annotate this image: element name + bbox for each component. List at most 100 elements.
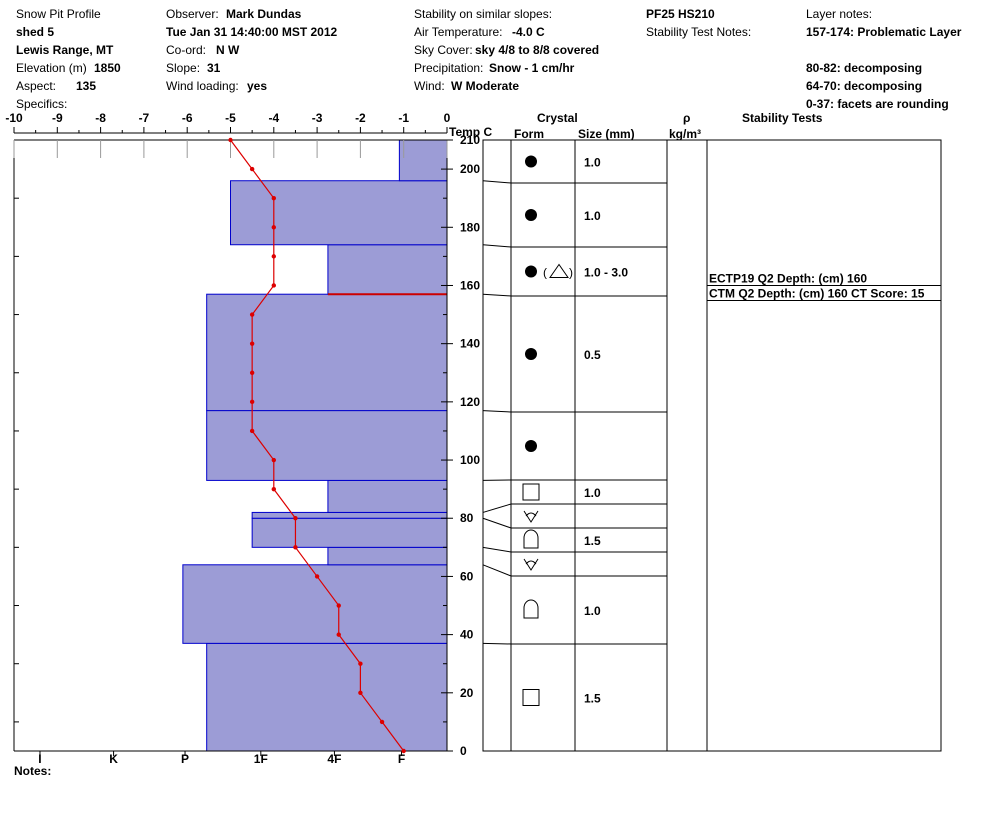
layer-boundary-line [482, 410, 667, 413]
layer-boundary-line [482, 503, 667, 513]
temperature-point [358, 661, 363, 666]
layer-boundary-line [482, 293, 667, 297]
pf-hs: PF25 HS210 [646, 7, 715, 21]
sky-value: sky 4/8 to 8/8 covered [475, 43, 600, 57]
hardness-bar [182, 564, 448, 644]
temp-column-header: Temp C [449, 125, 493, 139]
hardness-tick-label: F [398, 752, 405, 766]
temperature-point [336, 603, 341, 608]
temperature-point [293, 516, 298, 521]
temp-tick-label: -7 [139, 111, 150, 125]
temperature-point [249, 312, 255, 317]
temp-tick-label: -8 [95, 111, 106, 125]
faceted-crystal-icon [522, 483, 540, 501]
hardness-bar [327, 244, 448, 295]
grain-size-label: 1.0 [584, 156, 601, 170]
hardness-bar [206, 293, 448, 412]
layer-boundary-line [482, 546, 667, 553]
temperature-point [293, 545, 298, 550]
elevation-value: 1850 [94, 61, 121, 75]
stability-notes-label: Stability Test Notes: [646, 25, 752, 39]
hardness-tick-label: P [181, 752, 189, 766]
wind-loading-value: yes [247, 79, 268, 93]
height-tick-label: 100 [460, 453, 480, 467]
temperature-point [358, 690, 363, 696]
air-temp-value: -4.0 C [512, 25, 545, 39]
temp-tick-label: -9 [52, 111, 63, 125]
hardness-bar [251, 517, 448, 548]
temperature-point [249, 370, 255, 375]
slope-value: 31 [207, 61, 221, 75]
slope-label: Slope: [166, 61, 201, 75]
surface-hoar-icon [523, 558, 539, 571]
height-tick-label: 160 [460, 278, 480, 292]
size-column-header: Size (mm) [578, 127, 635, 141]
temp-tick-label: -4 [268, 111, 279, 125]
hardness-bar [230, 180, 448, 246]
hardness-tick-label: K [109, 752, 118, 766]
aspect-value: 135 [76, 79, 97, 93]
density-column-header: kg/m³ [669, 127, 702, 141]
stability-test-label: CTM Q2 Depth: (cm) 160 CT Score: 15 [709, 286, 925, 300]
coord-value: N W [216, 43, 240, 57]
temperature-point [271, 283, 276, 288]
temp-tick-label: -6 [182, 111, 193, 125]
faceted-crystal-icon [522, 689, 540, 706]
height-tick-label: 0 [460, 744, 467, 758]
temp-tick-label: -2 [355, 111, 366, 125]
temperature-point [336, 632, 341, 637]
stability-similar-label: Stability on similar slopes: [414, 7, 553, 21]
observer-label: Observer: [166, 7, 219, 21]
temp-tick-label: -3 [312, 111, 323, 125]
rounded-grain-icon [525, 348, 537, 360]
hardness-bar [206, 410, 448, 481]
hardness-bar [206, 642, 448, 752]
layer-boundary-line [482, 642, 667, 645]
graupel-paren: ) [569, 266, 573, 280]
observer-value: Mark Dundas [226, 7, 302, 21]
grain-size-label: 1.0 [584, 604, 601, 618]
grain-size-label: 1.5 [584, 534, 601, 548]
wind-value: W Moderate [451, 79, 520, 93]
precip-label: Precipitation: [414, 61, 484, 75]
height-tick-label: 180 [460, 220, 480, 234]
sky-label: Sky Cover: [414, 43, 473, 57]
height-tick-label: 20 [460, 686, 474, 700]
layer-boundary-line [482, 564, 667, 577]
height-tick-label: 40 [460, 628, 474, 642]
coord-label: Co-ord: [166, 43, 207, 57]
temp-tick-label: -5 [225, 111, 236, 125]
layer-boundary-line [482, 517, 667, 529]
temperature-point [249, 428, 255, 434]
layer-note: 157-174: Problematic Layer [806, 25, 962, 39]
grain-size-label: 0.5 [584, 348, 601, 362]
grain-size-label: 1.0 - 3.0 [584, 266, 628, 280]
grain-size-label: 1.0 [584, 486, 601, 500]
rounded-grain-icon [525, 440, 537, 452]
specifics-label: Specifics: [16, 97, 68, 111]
surface-hoar-icon [523, 510, 539, 523]
air-temp-label: Air Temperature: [414, 25, 503, 39]
temp-tick-label: -10 [5, 111, 23, 125]
height-tick-label: 140 [460, 337, 480, 351]
graupel-paren: ( [543, 266, 547, 280]
rounded-grain-icon [525, 155, 537, 168]
height-tick-label: 80 [460, 511, 474, 525]
aspect-label: Aspect: [16, 79, 57, 93]
layer-boundary-line [482, 180, 667, 184]
height-tick-label: 120 [460, 395, 480, 409]
pit-name: shed 5 [16, 25, 55, 39]
grain-size-label: 1.5 [584, 692, 601, 706]
profile-title: Snow Pit Profile [16, 7, 101, 21]
observation-datetime: Tue Jan 31 14:40:00 MST 2012 [166, 25, 338, 39]
temperature-point [379, 719, 385, 725]
height-tick-label: 60 [460, 569, 474, 583]
height-tick-label: 200 [460, 162, 480, 176]
notes-label: Notes: [14, 764, 52, 778]
form-column-header: Form [514, 127, 544, 141]
crystal-column-header: Crystal [537, 111, 578, 125]
temperature-point [271, 486, 276, 492]
depth-hoar-icon [523, 599, 539, 619]
depth-hoar-icon [523, 529, 539, 549]
